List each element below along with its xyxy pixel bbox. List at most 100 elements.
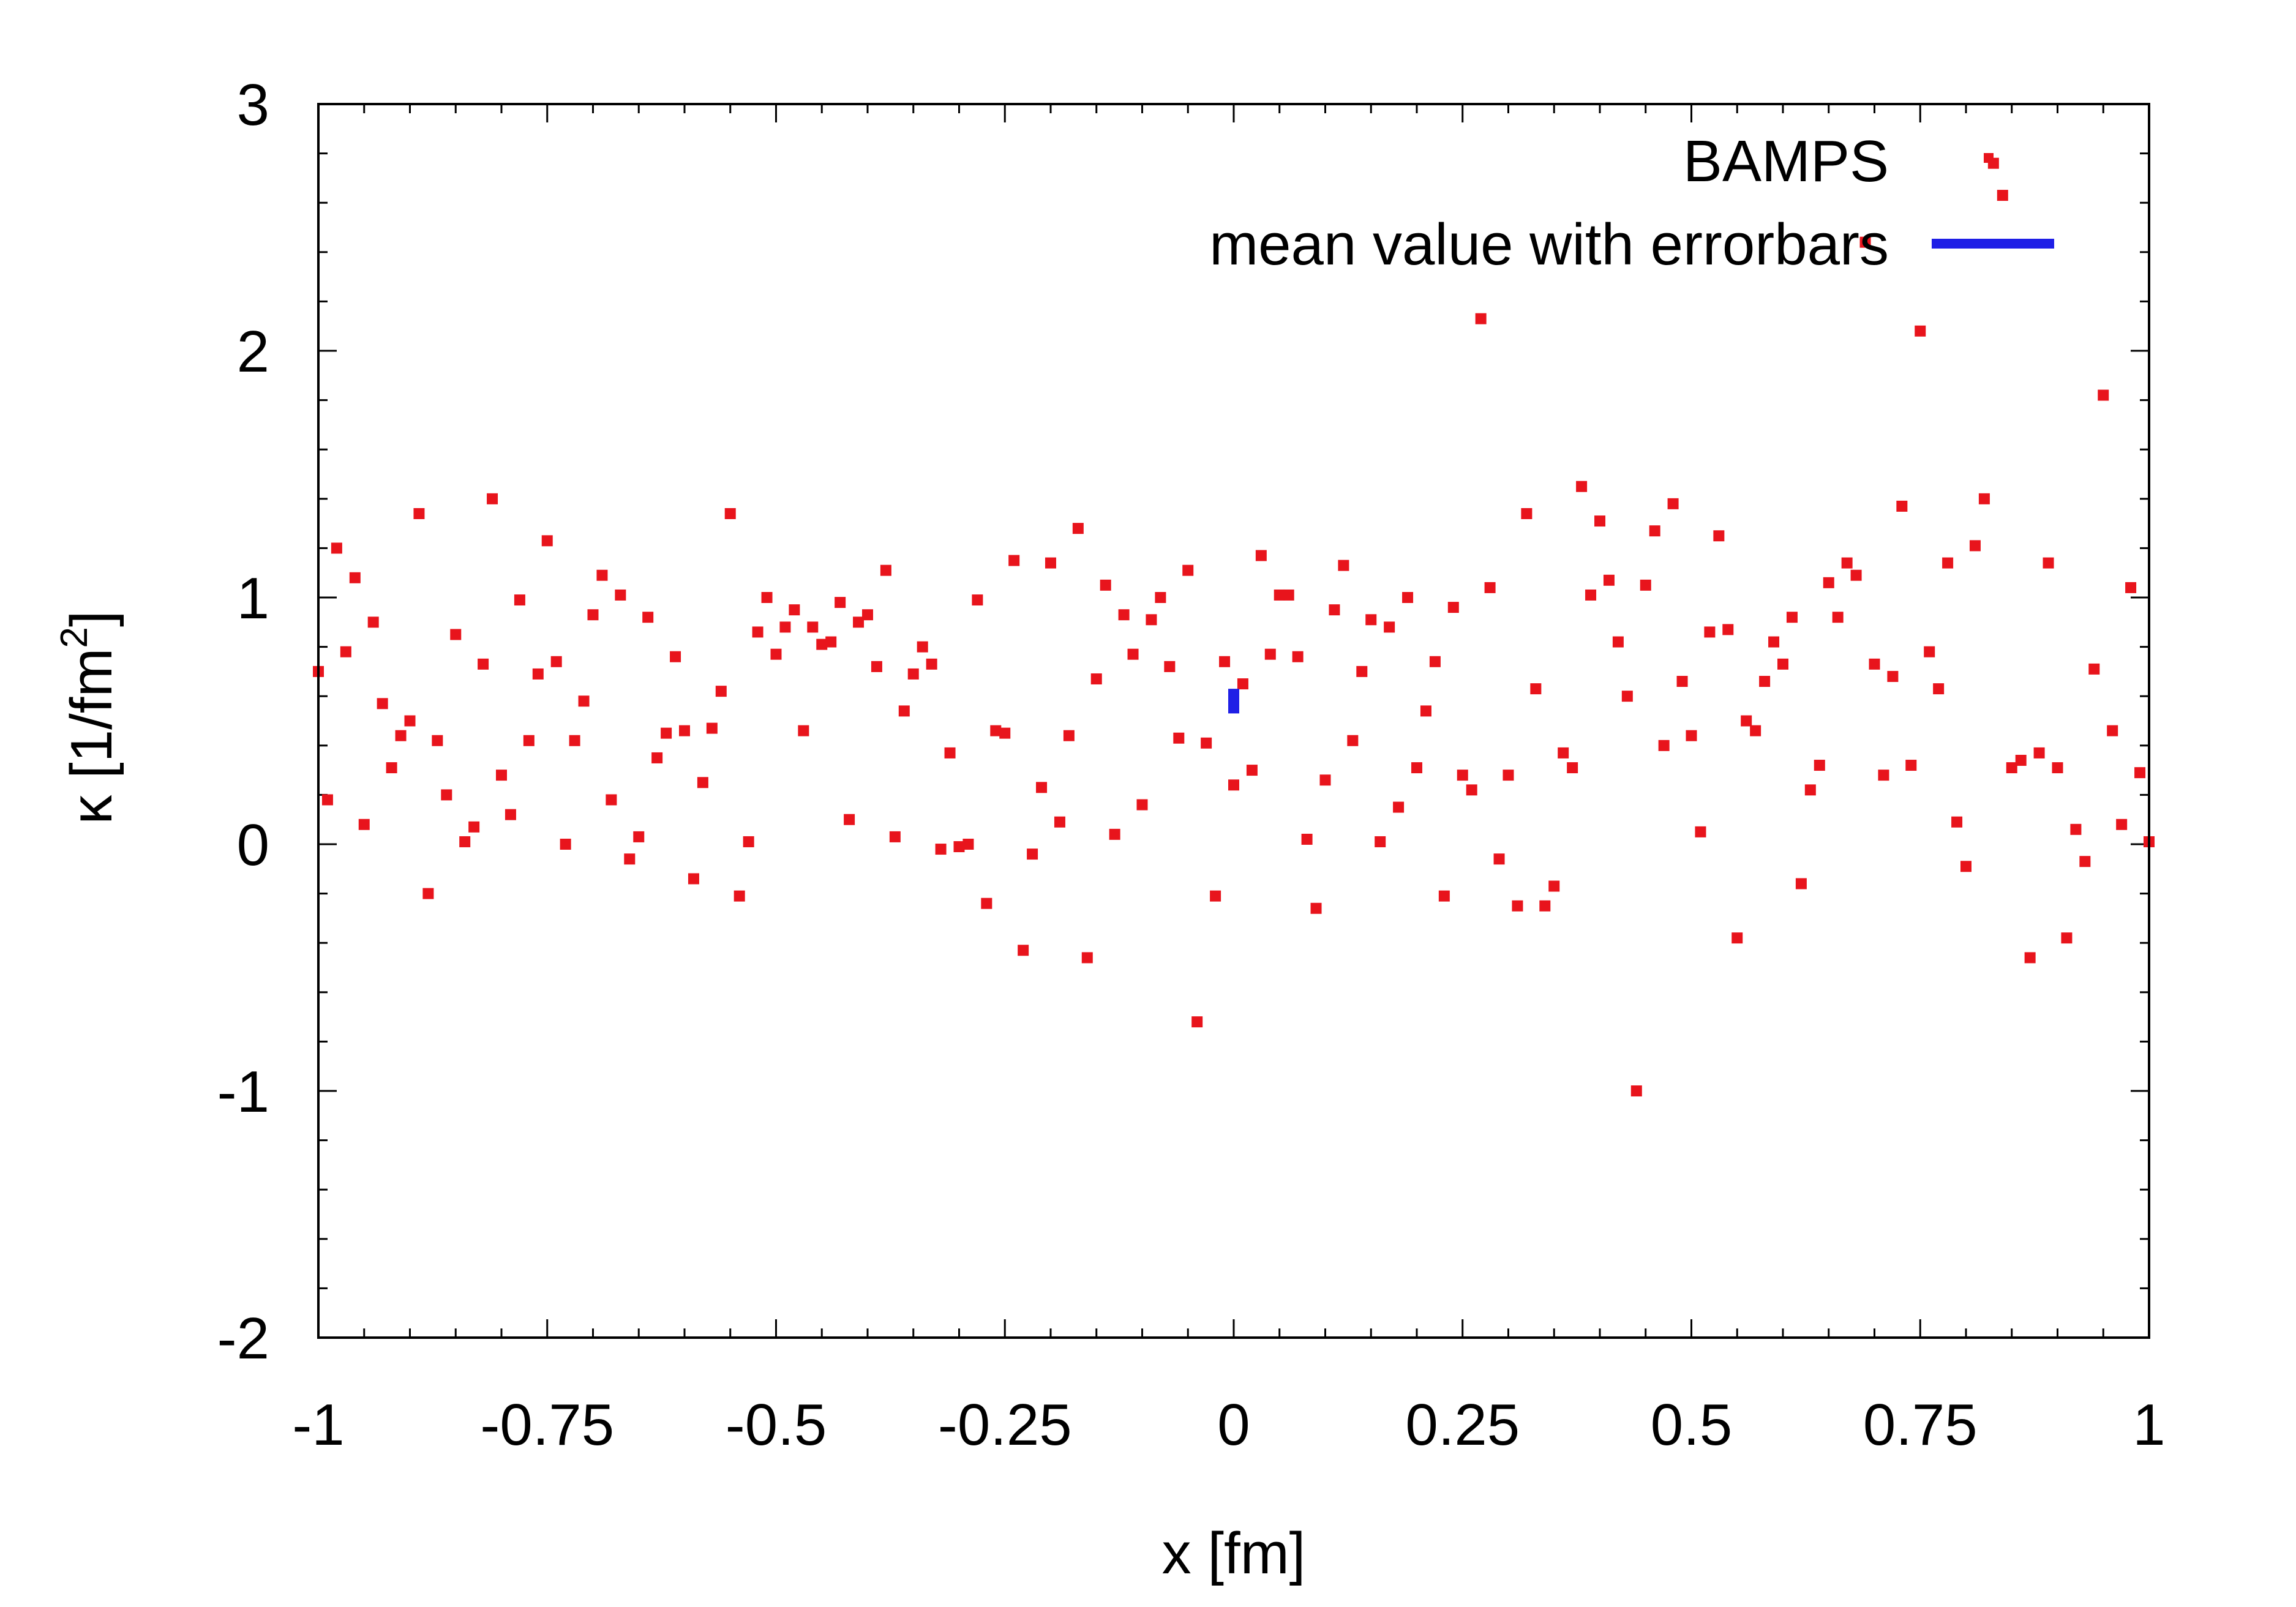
data-point xyxy=(349,572,361,583)
data-point xyxy=(1768,636,1780,648)
data-point xyxy=(1201,737,1212,749)
data-point xyxy=(1667,498,1679,509)
data-point xyxy=(733,890,745,902)
data-point xyxy=(1676,676,1688,687)
legend-label-mean: mean value with errorbars xyxy=(1209,212,1889,277)
y-tick-labels: -2 -1 0 1 2 3 xyxy=(217,72,269,1371)
data-point xyxy=(953,841,965,853)
data-point xyxy=(798,725,809,736)
data-point xyxy=(1594,515,1605,527)
data-point xyxy=(1457,770,1468,781)
data-point xyxy=(761,592,773,603)
data-point xyxy=(990,725,1002,736)
data-point xyxy=(926,658,937,670)
x-tick-label: 0.5 xyxy=(1651,1392,1732,1458)
data-point xyxy=(1109,828,1120,840)
data-point xyxy=(1347,735,1359,746)
data-point xyxy=(1924,646,1935,657)
data-point xyxy=(807,621,819,633)
data-point xyxy=(1173,732,1185,744)
x-tick-label: 0.25 xyxy=(1405,1392,1520,1458)
data-point xyxy=(724,508,736,519)
data-point xyxy=(1521,508,1533,519)
data-point xyxy=(1878,770,1889,781)
data-point xyxy=(1310,902,1322,914)
data-point xyxy=(1997,190,2008,201)
data-point xyxy=(1640,579,1651,591)
data-point xyxy=(532,668,544,680)
data-point xyxy=(1704,626,1716,638)
data-point xyxy=(1237,678,1248,690)
x-tick-label: 0 xyxy=(1217,1392,1250,1458)
data-point xyxy=(1841,557,1853,569)
data-point xyxy=(917,641,928,653)
data-point xyxy=(1786,612,1798,623)
data-point xyxy=(404,715,416,727)
data-point xyxy=(825,636,837,648)
data-point xyxy=(331,542,342,554)
data-point xyxy=(1512,900,1523,912)
data-point xyxy=(2107,725,2118,736)
data-point xyxy=(1475,313,1487,324)
data-point xyxy=(496,770,507,781)
data-point xyxy=(889,831,901,842)
data-point xyxy=(2024,952,2036,964)
data-point xyxy=(1942,557,1954,569)
data-point xyxy=(1292,651,1304,662)
data-point xyxy=(2061,932,2073,944)
data-point xyxy=(487,493,498,504)
data-point xyxy=(770,648,782,660)
data-point xyxy=(1649,525,1660,537)
data-point xyxy=(1795,878,1807,890)
data-point xyxy=(2015,754,2027,766)
data-point xyxy=(1960,861,1971,872)
data-point xyxy=(789,604,800,616)
data-point xyxy=(358,818,370,830)
data-point xyxy=(1759,676,1771,687)
data-point xyxy=(587,609,599,621)
data-point xyxy=(1246,765,1258,776)
data-point xyxy=(1933,683,1945,695)
data-point xyxy=(1567,762,1578,774)
data-point xyxy=(999,727,1011,739)
data-point xyxy=(1558,747,1569,759)
data-point xyxy=(1869,658,1880,670)
data-point xyxy=(1686,730,1697,741)
data-point xyxy=(1915,325,1926,337)
legend-marker-bamps xyxy=(1984,153,1994,163)
data-point xyxy=(386,762,397,774)
data-point xyxy=(1466,784,1477,796)
data-point xyxy=(1850,569,1862,581)
data-point xyxy=(1969,540,1981,552)
tick-marks xyxy=(317,103,2150,1339)
data-point xyxy=(1750,725,1761,736)
data-point xyxy=(1164,661,1176,672)
data-point xyxy=(340,646,351,657)
data-point xyxy=(935,844,947,855)
data-point xyxy=(1503,770,1514,781)
data-point xyxy=(1264,648,1276,660)
data-point xyxy=(1905,760,1917,771)
data-point xyxy=(1081,952,1093,964)
data-point xyxy=(1493,853,1505,865)
y-axis-title-tail: ] xyxy=(59,610,124,627)
data-point xyxy=(1255,550,1267,561)
y-tick-label: 2 xyxy=(237,319,269,384)
data-point xyxy=(578,695,590,707)
y-tick-label: 0 xyxy=(237,812,269,878)
data-point xyxy=(1731,932,1743,944)
data-point xyxy=(1630,1085,1642,1096)
data-point xyxy=(871,661,882,672)
data-point xyxy=(550,656,562,667)
data-point xyxy=(1438,890,1450,902)
data-point xyxy=(962,839,974,850)
data-point xyxy=(1136,799,1148,811)
data-point xyxy=(816,639,828,650)
data-point xyxy=(2006,762,2017,774)
data-point xyxy=(1393,801,1405,813)
data-point xyxy=(844,814,855,825)
data-point xyxy=(835,597,846,609)
data-point xyxy=(1100,579,1111,591)
x-tick-label: -0.75 xyxy=(480,1392,614,1458)
data-point xyxy=(661,727,672,739)
